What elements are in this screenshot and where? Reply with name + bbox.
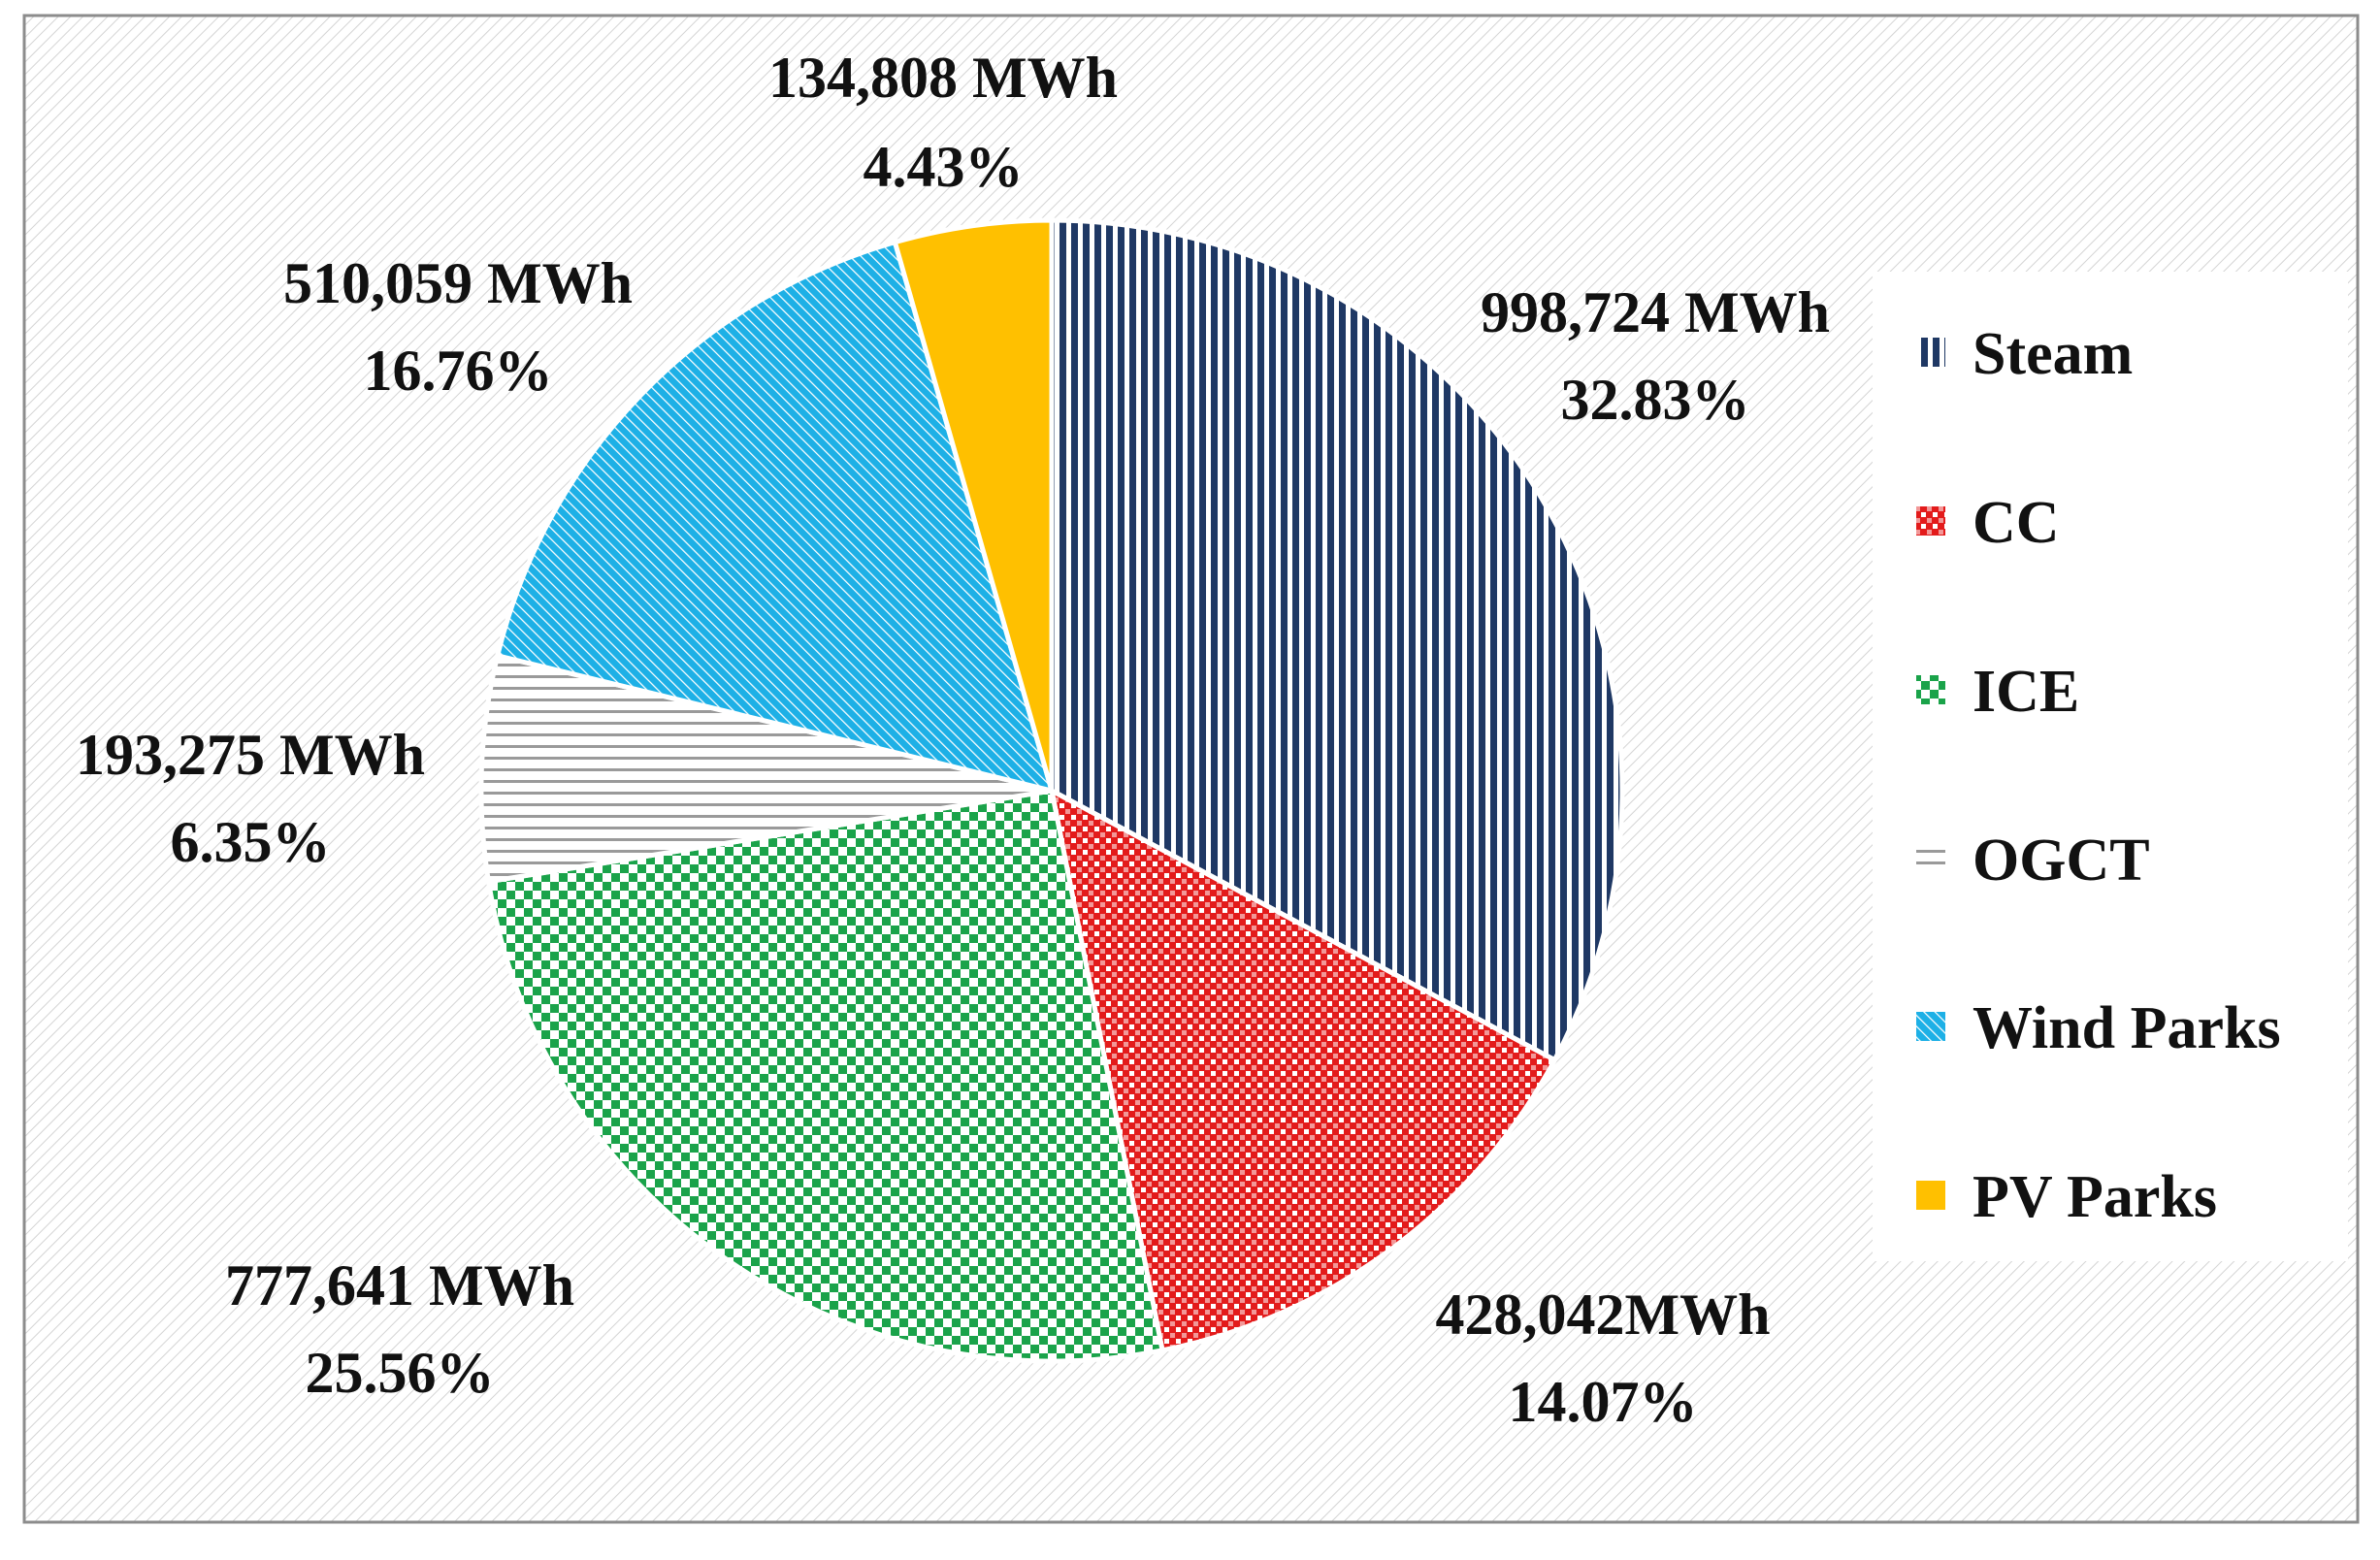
pie-slice-pv-parks: [892, 217, 1055, 792]
label-cc-value: 428,042MWh: [1436, 1283, 1771, 1347]
label-pv-value: 134,808 MWh: [768, 46, 1118, 110]
legend-swatch-steam: [1916, 338, 1945, 367]
legend-label-cc: CC: [1972, 490, 2060, 556]
legend-swatch-ogct: [1916, 844, 1945, 873]
legend-swatch-ice: [1916, 675, 1945, 704]
legend-swatch-pv-parks: [1916, 1181, 1945, 1210]
legend-swatch-cc: [1916, 506, 1945, 536]
legend-label-ogct: OGCT: [1972, 828, 2150, 894]
pie-slices: [478, 217, 1625, 1364]
pie-slice-wind-parks: [494, 239, 1056, 795]
label-wind-percent: 16.76%: [364, 339, 553, 403]
label-ogct-percent: 6.35%: [171, 810, 331, 874]
legend-label-steam: Steam: [1972, 321, 2133, 387]
pie-slice-steam: [1049, 217, 1625, 1063]
label-wind-value: 510,059 MWh: [283, 251, 633, 315]
legend-label-pv-parks: PV Parks: [1972, 1164, 2217, 1230]
legend-label-ice: ICE: [1972, 659, 2079, 725]
legend-label-wind-parks: Wind Parks: [1972, 995, 2281, 1061]
pie-slice-cc: [1048, 786, 1558, 1353]
label-cc-percent: 14.07%: [1509, 1370, 1698, 1434]
label-ice-percent: 25.56%: [306, 1341, 495, 1405]
slice-labels: 998,724 MWh 32.83% 428,042MWh 14.07% 777…: [76, 46, 1830, 1434]
label-pv-percent: 4.43%: [864, 135, 1024, 199]
pie-slice-ogct: [478, 652, 1053, 885]
legend-panel: [1873, 272, 2348, 1261]
pie-slice-ice: [485, 788, 1165, 1364]
label-steam-value: 998,724 MWh: [1481, 280, 1830, 344]
label-ogct-value: 193,275 MWh: [76, 723, 425, 787]
label-ice-value: 777,641 MWh: [225, 1253, 574, 1317]
label-steam-percent: 32.83%: [1561, 368, 1750, 432]
legend-swatch-wind-parks: [1916, 1012, 1945, 1041]
legend: Steam CC ICE OGCT Wind Parks PV Parks: [1916, 321, 2281, 1230]
